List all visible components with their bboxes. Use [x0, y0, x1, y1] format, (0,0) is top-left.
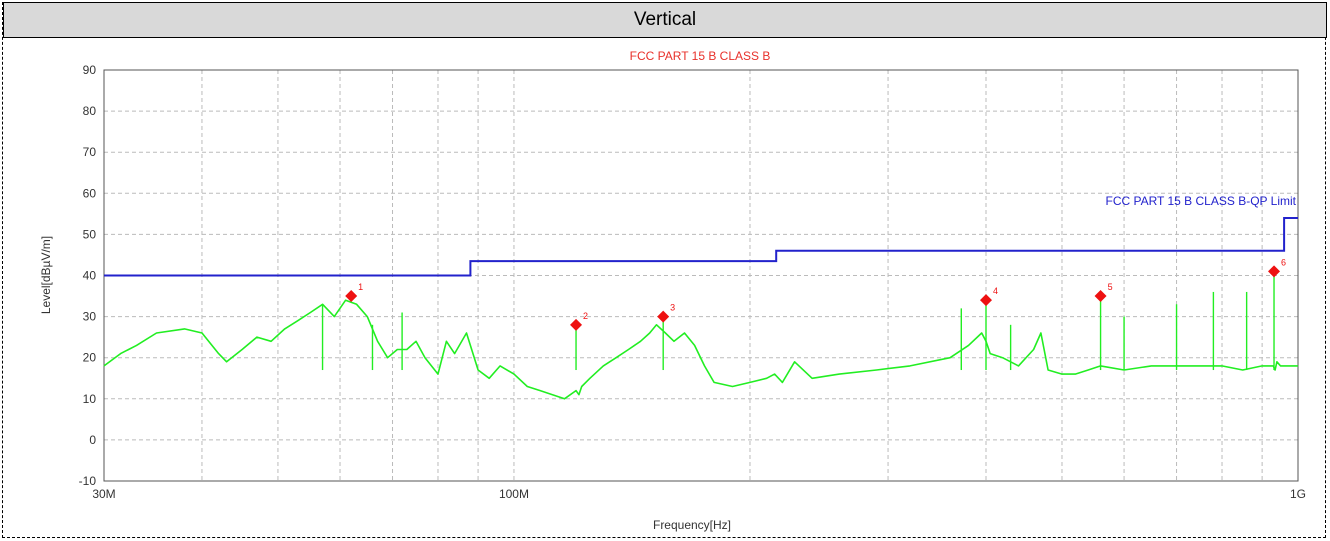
- qp-limit-line: [104, 217, 1298, 277]
- peak-marker-label: 6: [1281, 257, 1286, 267]
- peak-marker-label: 5: [1108, 282, 1113, 292]
- y-tick-label: 20: [83, 351, 97, 365]
- peak-marker: [345, 290, 358, 303]
- y-tick-label: 10: [83, 392, 97, 406]
- y-tick-labels: -10 0 10 20 30 40 50 60 70 80 90: [79, 63, 97, 488]
- y-tick-label: 60: [83, 186, 97, 200]
- y-tick-label: -10: [79, 474, 97, 488]
- marker-layer: 1 2 3 4 5 6: [345, 257, 1286, 331]
- measurement-trace: [103, 299, 1298, 400]
- limit-layer: [104, 217, 1298, 277]
- y-axis-label: Level[dBµV/m]: [39, 236, 53, 314]
- y-tick-label: 90: [83, 63, 97, 77]
- peak-marker-label: 4: [993, 286, 998, 296]
- y-tick-label: 80: [83, 104, 97, 118]
- peak-marker: [657, 310, 670, 323]
- y-tick-label: 0: [89, 433, 96, 447]
- limit-line-label: FCC PART 15 B CLASS B-QP Limit: [1105, 194, 1296, 208]
- y-tick-label: 30: [83, 310, 97, 324]
- x-tick-label: 100M: [499, 487, 529, 501]
- series-layer: [103, 275, 1298, 400]
- peak-marker: [1268, 265, 1281, 278]
- panel-title: Vertical: [3, 2, 1327, 38]
- peak-marker-label: 1: [358, 282, 363, 292]
- y-tick-label: 50: [83, 227, 97, 241]
- y-tick-label: 40: [83, 269, 97, 283]
- peak-marker-label: 3: [670, 303, 675, 313]
- x-axis-label: Frequency[Hz]: [653, 518, 731, 532]
- x-tick-label: 30M: [92, 487, 115, 501]
- chart-title: FCC PART 15 B CLASS B: [630, 49, 771, 63]
- x-tick-label: 1G: [1290, 487, 1306, 501]
- peak-marker-label: 2: [583, 311, 588, 321]
- peak-marker: [979, 294, 992, 307]
- peak-marker: [1094, 290, 1107, 303]
- y-tick-label: 70: [83, 145, 97, 159]
- peak-marker: [570, 318, 583, 331]
- x-tick-labels: 30M 100M 1G: [92, 487, 1306, 501]
